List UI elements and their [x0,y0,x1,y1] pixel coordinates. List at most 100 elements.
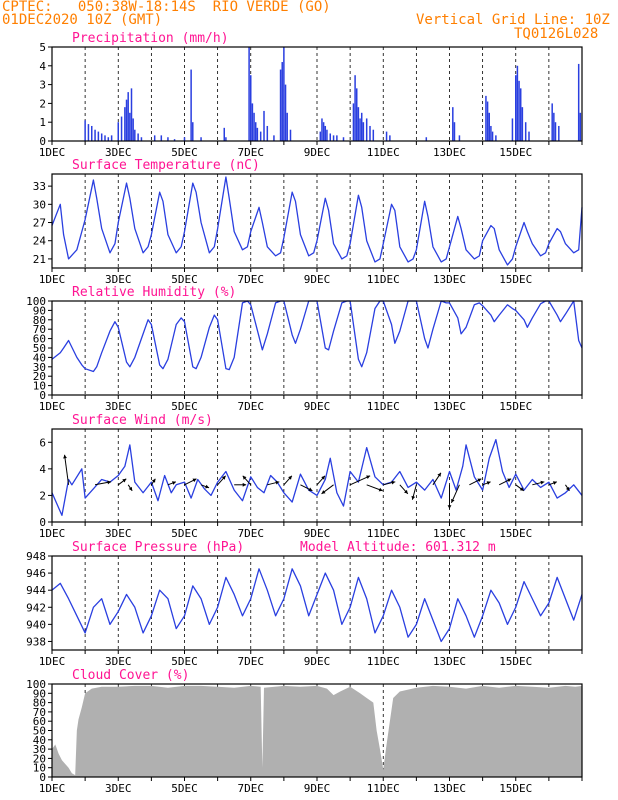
precip-bar [281,62,283,141]
x-tick-label: 3DEC [105,400,132,413]
wind-arrow-head [242,475,247,480]
y-tick-label: 4 [39,60,46,73]
x-tick-label: 13DEC [433,400,466,413]
precip-bar [283,47,285,141]
precip-bar [279,69,282,141]
x-tick-label: 7DEC [238,655,265,668]
precip-bar [183,137,186,141]
precip-bar [130,88,133,141]
x-tick-label: 1DEC [39,400,66,413]
wind-arrow-head [391,480,396,485]
x-tick-label: 9DEC [304,400,331,413]
wind-arrow-head [486,481,491,485]
wind-arrow-head [122,478,127,483]
header-grid-line: Vertical Grid Line: 10Z [416,12,610,28]
y-tick-label: 40 [33,734,46,747]
y-tick-label: 60 [33,333,46,346]
y-tick-label: 20 [33,370,46,383]
wind-arrow-head [552,481,557,485]
x-tick-label: 9DEC [304,782,331,795]
wind-arrow-head [447,505,452,509]
series-line [51,568,583,643]
x-tick-label: 15DEC [499,782,532,795]
precip-bar [117,122,119,141]
y-tick-label: 0 [39,771,46,784]
y-tick-label: 4 [39,463,46,476]
x-tick-label: 1DEC [39,782,66,795]
x-tick-label: 5DEC [171,400,198,413]
precip-bar [273,135,275,141]
precip-bar [129,112,131,141]
precip-bar [488,112,490,141]
x-tick-label: 15DEC [499,273,532,286]
y-tick-label: 2 [39,97,46,110]
x-tick-label: 11DEC [367,146,400,159]
precip-bar [263,110,265,141]
wind-arrow-head [205,484,210,489]
x-tick-label: 13DEC [433,273,466,286]
precip-bar [127,92,129,141]
x-tick-label: 5DEC [171,655,198,668]
y-tick-label: 100 [26,295,46,308]
y-tick-label: 27 [33,217,46,230]
panel-frame [51,173,583,269]
precip-bar [579,112,582,141]
wind-arrow-head [378,487,383,492]
wind-arrow-head [519,487,524,491]
panel-title: Precipitation (mm/h) [72,31,229,46]
y-tick-label: 0 [39,389,46,402]
precip-bar [360,112,363,141]
precip-bar [369,125,371,141]
precip-bar [140,137,143,141]
wind-arrow-head [171,481,176,485]
x-tick-label: 5DEC [171,273,198,286]
y-tick-label: 21 [33,253,46,266]
x-tick-label: 3DEC [105,146,132,159]
wind-arrow-head [404,489,408,494]
precip-bar [342,137,345,141]
precip-bar [515,75,517,141]
precip-bar [251,103,254,141]
wind-arrow-head [288,475,292,480]
precip-bar [160,135,163,141]
y-tick-label: 70 [33,323,46,336]
y-tick-label: 2 [39,489,46,502]
cloud-cover-area [52,685,582,777]
precip-bar [132,118,134,141]
precip-bar [124,107,126,141]
precip-bar [190,69,192,141]
precip-bar [110,135,113,141]
precip-bar [453,122,456,141]
x-tick-label: 5DEC [171,527,198,540]
x-tick-label: 9DEC [304,655,331,668]
precip-bar [321,118,323,141]
wind-arrow-head [321,490,326,494]
precip-bar [91,125,93,141]
x-tick-label: 13DEC [433,782,466,795]
precip-bar [389,135,391,141]
x-tick-label: 11DEC [367,273,400,286]
x-tick-label: 5DEC [171,146,198,159]
precip-bar [167,137,169,141]
precip-bar [336,135,338,141]
y-tick-label: 100 [26,678,46,691]
precip-bar [87,124,90,141]
panel-frame [51,555,583,651]
x-tick-label: 1DEC [39,527,66,540]
precip-bar [259,131,262,141]
x-tick-label: 9DEC [304,146,331,159]
y-tick-label: 20 [33,752,46,765]
y-tick-label: 6 [39,436,46,449]
panel-frame [51,46,583,142]
y-tick-label: 10 [33,762,46,775]
y-tick-label: 944 [26,584,46,597]
precip-bar [357,107,360,141]
x-tick-label: 13DEC [433,527,466,540]
x-tick-label: 15DEC [499,400,532,413]
precip-bar [521,107,524,141]
wind-arrow-head [151,478,156,483]
x-tick-label: 7DEC [238,527,265,540]
x-tick-label: 5DEC [171,782,198,795]
y-tick-label: 24 [33,235,47,248]
